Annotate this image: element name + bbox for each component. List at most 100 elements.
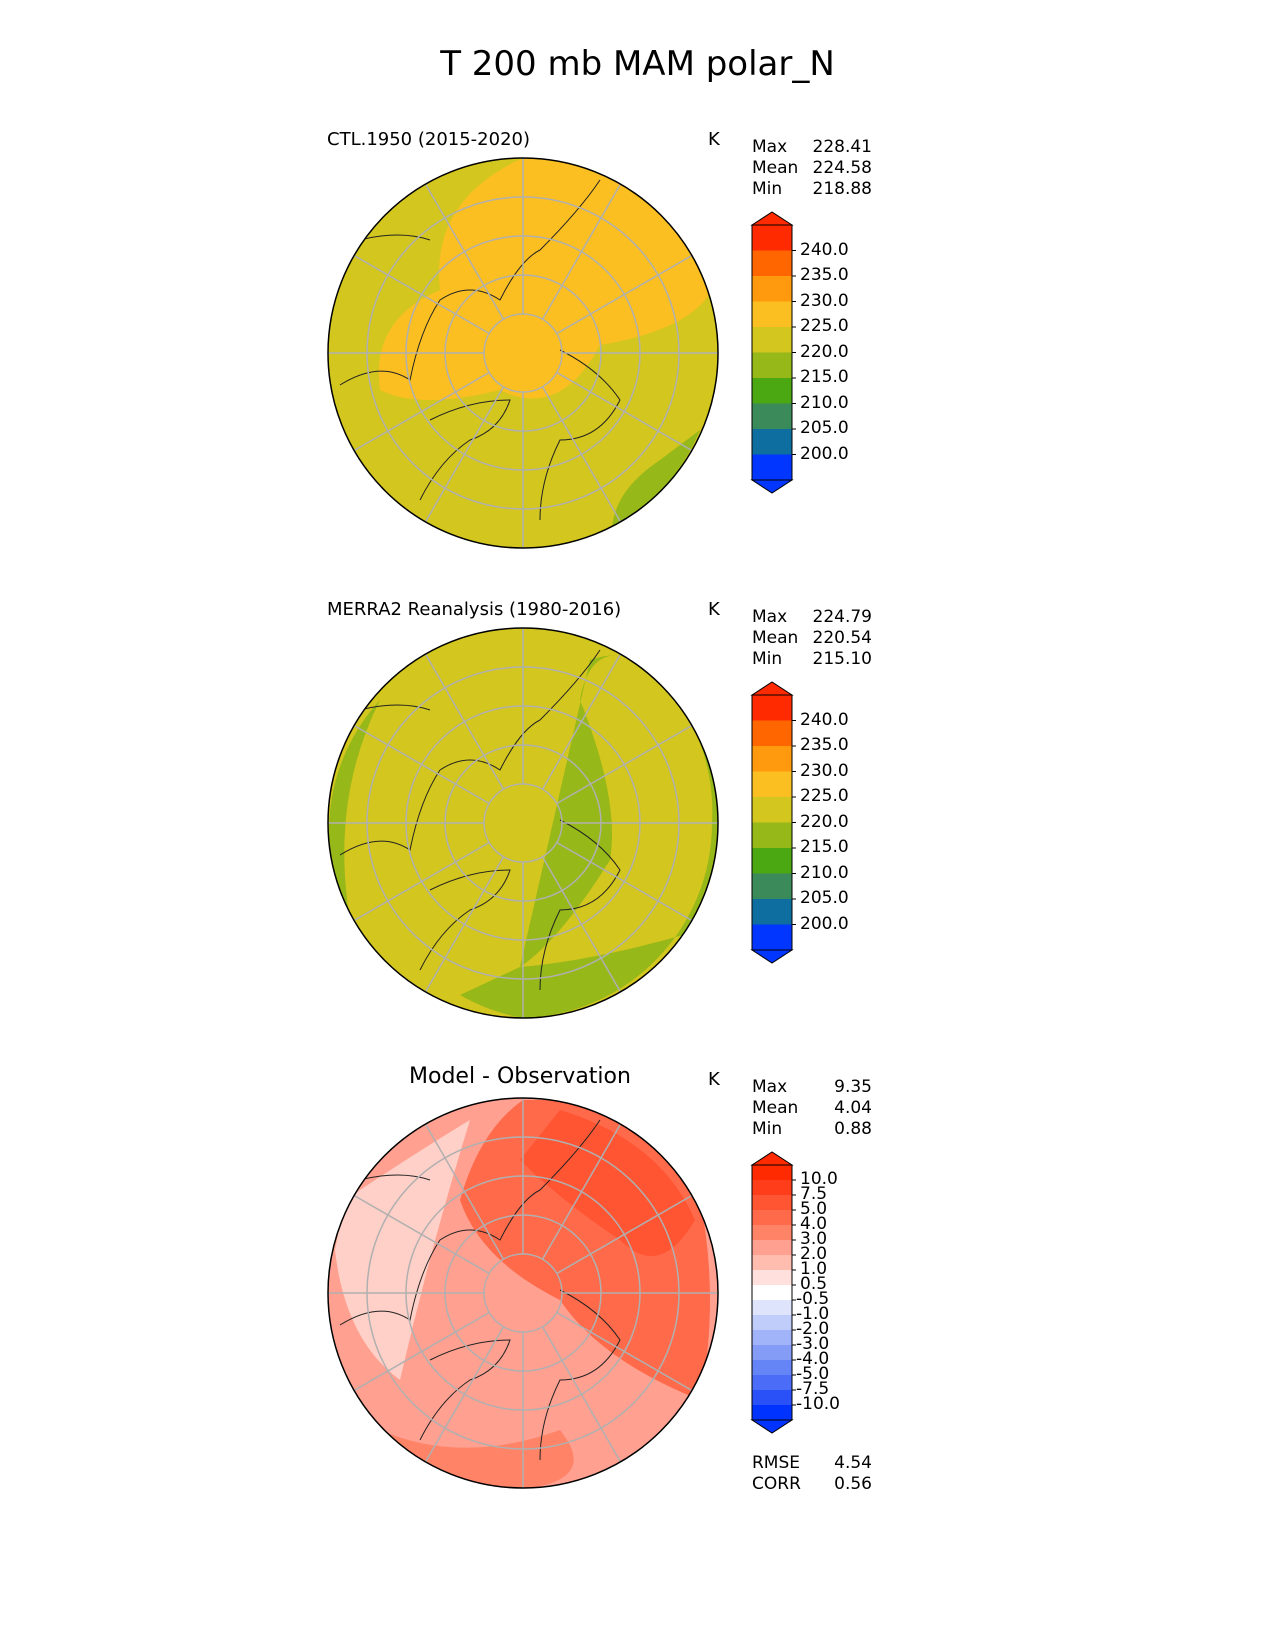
stat-row: Min 218.88 xyxy=(752,179,872,200)
colorbar-band xyxy=(752,873,792,900)
colorbar-tick-label: 2.0 xyxy=(800,1244,828,1264)
stat-value: 215.10 xyxy=(812,649,872,669)
colorbar-tick-label: -0.5 xyxy=(796,1289,830,1309)
colorbar-tick-label: 235.0 xyxy=(800,265,849,285)
colorbar xyxy=(750,1151,796,1434)
colorbar-band xyxy=(752,250,792,277)
colorbar-band xyxy=(752,1285,792,1301)
colorbar-band xyxy=(752,720,792,747)
panel-title: MERRA2 Reanalysis (1980-2016) xyxy=(327,599,622,620)
colorbar-band xyxy=(752,1315,792,1331)
colorbar-band xyxy=(752,1195,792,1211)
colorbar-tick-label: 220.0 xyxy=(800,811,849,832)
colorbar-tick-label: 200.0 xyxy=(800,913,849,934)
colorbar-band xyxy=(752,378,792,404)
colorbar-tick-label: -3.0 xyxy=(796,1334,830,1354)
colorbar-tick-label: 7.5 xyxy=(800,1184,828,1204)
longitude-gridline xyxy=(422,1119,505,1260)
colorbar-extend-max xyxy=(750,211,794,226)
colorbar-band xyxy=(752,746,792,772)
colorbar-tick-label: 220.0 xyxy=(800,341,849,362)
stats-block: Max 224.79 Mean 220.54 Min 215.10 xyxy=(752,607,872,670)
colorbar-band xyxy=(752,352,792,379)
stat-row: Min 0.88 xyxy=(752,1119,872,1140)
colorbar-tick-label: 235.0 xyxy=(800,735,849,755)
polar-map xyxy=(327,1097,719,1489)
stat-label: Min xyxy=(752,1119,783,1139)
colorbar-band xyxy=(752,454,792,481)
colorbar-band xyxy=(752,1330,792,1346)
colorbar-band xyxy=(752,1405,792,1421)
stat-row: RMSE 4.54 xyxy=(752,1453,872,1474)
stat-row: Min 215.10 xyxy=(752,649,872,670)
map-boundary xyxy=(327,157,719,549)
colorbar-tick-label: -10.0 xyxy=(796,1394,840,1414)
colorbar-band xyxy=(752,225,792,251)
stat-row: CORR 0.56 xyxy=(752,1474,872,1495)
polar-map xyxy=(327,627,719,1019)
longitude-gridline xyxy=(349,1192,490,1275)
colorbar-tick-label: 215.0 xyxy=(800,837,849,857)
stat-label: Max xyxy=(752,137,788,157)
stat-value: 218.88 xyxy=(812,179,872,199)
colorbar-tick-label: -1.0 xyxy=(796,1304,830,1324)
stat-label: Mean xyxy=(752,1098,799,1118)
colorbar-band xyxy=(752,429,792,455)
stat-row: Mean 4.04 xyxy=(752,1098,872,1119)
colorbar-band xyxy=(752,276,792,302)
colorbar xyxy=(750,211,796,494)
colorbar-band xyxy=(752,1300,792,1316)
colorbar-band xyxy=(752,1255,792,1271)
colorbar-band xyxy=(752,822,792,849)
error-stats: RMSE 4.54 CORR 0.56 xyxy=(752,1453,872,1495)
contour-region xyxy=(360,1420,574,1488)
colorbar-tick-label: 4.0 xyxy=(800,1214,828,1234)
colorbar-tick-label: 225.0 xyxy=(800,786,849,806)
colorbar-extend-max xyxy=(750,681,794,696)
stat-row: Mean 220.54 xyxy=(752,628,872,649)
colorbar-tick-label: -7.5 xyxy=(796,1379,830,1399)
colorbar-tick-label: 240.0 xyxy=(800,239,849,260)
longitude-gridline xyxy=(556,1311,697,1394)
longitude-gridline xyxy=(541,386,624,527)
stat-row: Max 224.79 xyxy=(752,607,872,628)
stat-value: 228.41 xyxy=(812,137,872,157)
longitude-gridline xyxy=(556,841,697,924)
colorbar-band xyxy=(752,403,792,430)
stat-value: 4.04 xyxy=(834,1098,872,1118)
colorbar-tick-label: -2.0 xyxy=(796,1319,830,1339)
colorbar-tick-label: 205.0 xyxy=(800,418,849,438)
longitude-gridline xyxy=(422,1326,505,1467)
longitude-gridline xyxy=(349,252,490,335)
colorbar-tick-label: 230.0 xyxy=(800,290,849,311)
colorbar-band xyxy=(752,1165,792,1181)
stat-value: 0.56 xyxy=(834,1474,872,1494)
colorbar-band xyxy=(752,797,792,823)
longitude-gridline xyxy=(422,386,505,527)
colorbar-band xyxy=(752,1180,792,1196)
stat-value: 9.35 xyxy=(834,1077,872,1097)
colorbar-tick-label: 1.0 xyxy=(800,1259,828,1279)
colorbar-tick-label: 200.0 xyxy=(800,443,849,464)
colorbar-tick-label: 3.0 xyxy=(800,1229,828,1249)
stat-value: 0.88 xyxy=(834,1119,872,1139)
colorbar-tick-label: 205.0 xyxy=(800,888,849,908)
stat-value: 224.58 xyxy=(812,158,872,178)
stat-label: CORR xyxy=(752,1474,801,1494)
colorbar-tick-label: 0.5 xyxy=(800,1274,828,1294)
polar-map xyxy=(327,157,719,549)
longitude-gridline xyxy=(422,649,505,790)
contour-region xyxy=(328,700,380,920)
colorbar-band xyxy=(752,1345,792,1361)
longitude-gridline xyxy=(349,1311,490,1394)
map-boundary xyxy=(327,627,719,1019)
longitude-gridline xyxy=(422,179,505,320)
panel-title: Model - Observation xyxy=(409,1064,631,1089)
colorbar-band xyxy=(752,695,792,721)
units-label: K xyxy=(708,599,720,620)
colorbar-band xyxy=(752,301,792,328)
stat-label: Mean xyxy=(752,158,799,178)
longitude-gridline xyxy=(541,1326,624,1467)
coastline xyxy=(339,1119,621,1461)
